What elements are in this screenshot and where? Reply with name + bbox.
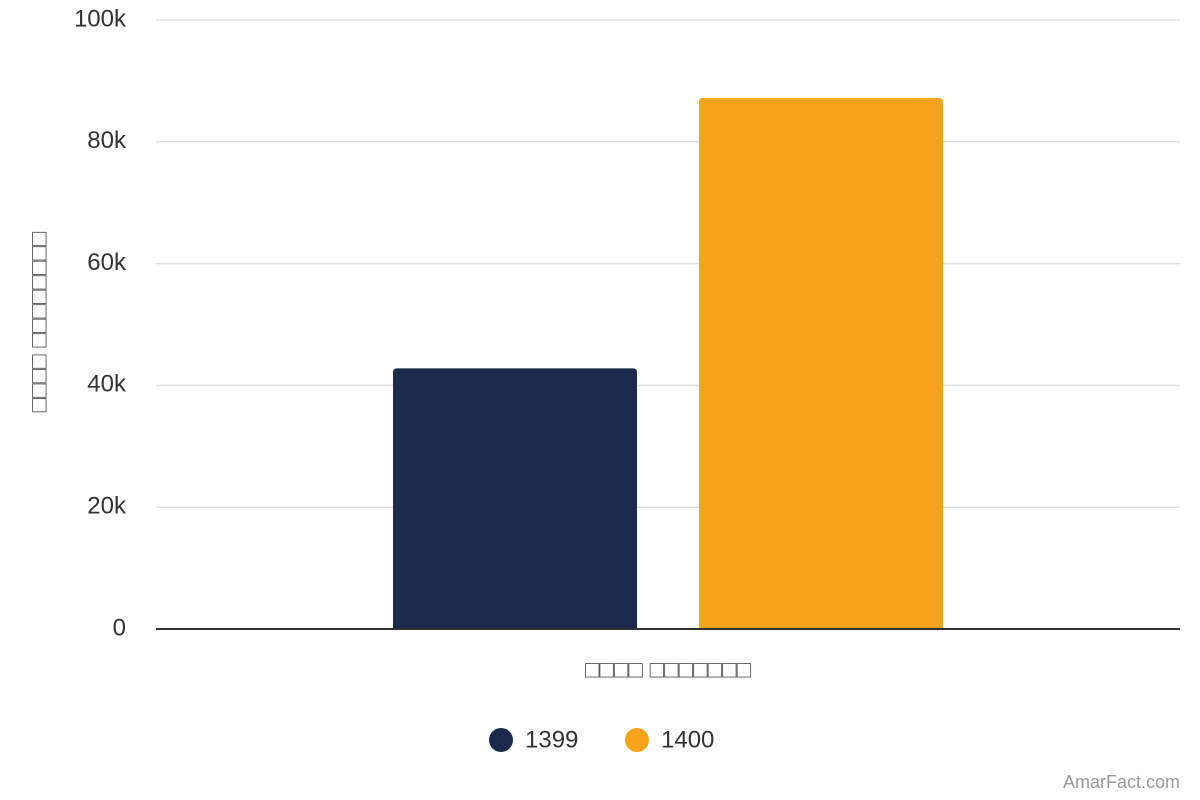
- y-tick-label: 20k: [87, 493, 127, 520]
- legend-label: 1400: [661, 726, 714, 753]
- legend-marker: [625, 728, 649, 752]
- bar: [393, 368, 637, 629]
- bar: [699, 97, 943, 629]
- y-axis-title: □□□□ □□□□□□□□: [25, 231, 52, 412]
- x-tick-label: □□□□ □□□□□□□: [585, 656, 752, 683]
- y-tick-label: 40k: [87, 371, 127, 398]
- credit: AmarFact.com: [1063, 772, 1180, 792]
- y-tick-label: 80k: [87, 127, 127, 154]
- y-tick-label: 100k: [74, 5, 127, 32]
- legend-label: 1399: [525, 726, 578, 753]
- y-tick-label: 60k: [87, 249, 127, 276]
- y-tick-label: 0: [113, 614, 126, 641]
- legend-marker: [489, 728, 513, 752]
